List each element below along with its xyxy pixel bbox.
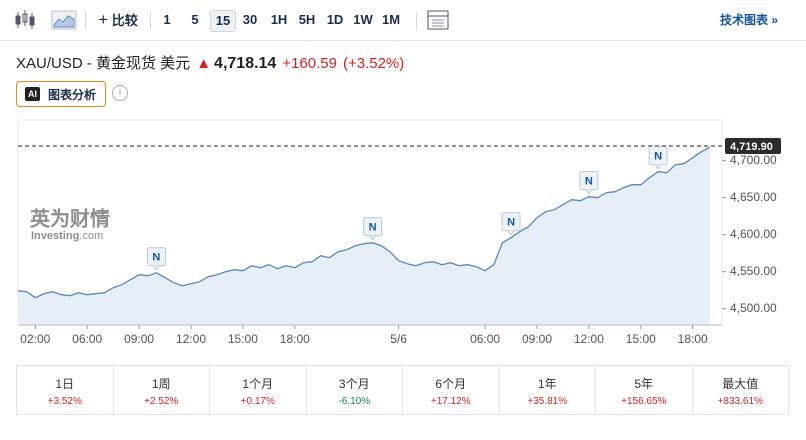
news-marker-tail <box>153 265 160 271</box>
info-icon[interactable]: i <box>112 85 128 101</box>
news-marker <box>501 212 521 232</box>
period-change: +833.61% <box>717 396 763 407</box>
period-label: 1周 <box>151 377 171 391</box>
quote-header: XAU/USD - 黄金现货 美元 ▲ 4,718.14 +160.59 (+3.52%… <box>16 52 410 73</box>
period-change: -6.10% <box>338 396 371 407</box>
interval-button[interactable]: 5H <box>298 12 316 27</box>
x-tick-label: 18:00 <box>280 332 310 346</box>
period-label: 1日 <box>55 377 75 391</box>
x-tick-label: 09:00 <box>124 332 154 346</box>
period-change: +35.81% <box>527 396 568 407</box>
news-marker-label: N <box>654 151 662 163</box>
x-tick-label: 02:00 <box>20 332 50 346</box>
news-marker-label: N <box>152 252 160 264</box>
interval-button[interactable]: 1H <box>270 12 288 27</box>
y-tick-label: 4,650.00 <box>730 190 777 204</box>
period-label: 1个月 <box>242 377 274 391</box>
price-line <box>17 146 711 299</box>
compare-button[interactable]: + 比较 <box>98 10 138 29</box>
x-tick-label: 15:00 <box>228 332 258 346</box>
y-tick-label: 4,500.00 <box>730 301 777 315</box>
ai-button-label: 图表分析 <box>48 88 97 102</box>
period-cell[interactable]: 3个月 -6.10% <box>307 366 403 414</box>
watermark-en-suffix: .com <box>79 230 103 242</box>
area-fill <box>18 147 710 325</box>
period-cell[interactable]: 1周 +2.52% <box>114 366 210 414</box>
watermark-en: Investing.com <box>31 230 103 242</box>
interval-button[interactable]: 15 <box>210 10 236 32</box>
up-arrow: ▲ <box>196 55 212 72</box>
last-price-label: 4,719.90 <box>730 141 773 153</box>
news-marker-tail <box>369 235 377 241</box>
period-label: 5年 <box>634 377 654 391</box>
compare-label: 比较 <box>111 13 138 28</box>
ai-badge: AI <box>25 87 40 101</box>
period-cell[interactable]: 5年 +156.65% <box>596 366 693 414</box>
interval-button[interactable]: 1W <box>353 12 373 27</box>
period-change: +0.17% <box>240 396 275 407</box>
news-marker-label: N <box>507 217 515 229</box>
news-marker-label: N <box>585 176 593 188</box>
period-cell[interactable]: 1日 +3.52% <box>17 366 114 414</box>
x-tick-label: 5/6 <box>390 332 407 346</box>
toolbar: + 比较 1 5 15 30 1H 5H 1D 1W 1M 技术图表 » <box>0 0 806 41</box>
y-tick-label: 4,550.00 <box>730 264 777 278</box>
calendar-icon[interactable] <box>427 10 449 30</box>
x-tick-label: 12:00 <box>176 332 206 346</box>
symbol: XAU/USD - 黄金现货 美元 <box>16 55 191 72</box>
separator <box>85 12 86 30</box>
period-change: +17.12% <box>430 396 471 407</box>
y-tick-label: 4,600.00 <box>730 227 777 241</box>
interval-button[interactable]: 30 <box>242 12 258 27</box>
period-label: 3个月 <box>338 377 370 391</box>
x-tick-label: 15:00 <box>626 332 656 346</box>
change: +160.59 <box>282 55 337 72</box>
period-cell[interactable]: 1个月 +0.17% <box>210 366 307 414</box>
period-label: 1年 <box>537 377 557 391</box>
y-tick-label: 4,700.00 <box>730 153 777 167</box>
period-label: 6个月 <box>435 377 467 391</box>
news-marker-tail <box>654 164 662 170</box>
area-icon[interactable] <box>51 10 77 30</box>
period-cell[interactable]: 1年 +35.81% <box>500 366 596 414</box>
news-marker-label: N <box>369 222 377 234</box>
period-change: +156.65% <box>621 396 667 407</box>
change-pct: (+3.52%) <box>342 55 405 72</box>
separator <box>150 12 151 30</box>
period-cell[interactable]: 最大值 +833.61% <box>693 366 789 414</box>
news-marker-tail <box>507 230 515 236</box>
interval-button[interactable]: 5 <box>191 12 199 27</box>
watermark: 英为财情 <box>30 206 110 230</box>
period-label: 最大值 <box>722 377 759 391</box>
x-tick-label: 12:00 <box>574 332 604 346</box>
interval-button[interactable]: 1D <box>326 12 344 27</box>
interval-button[interactable]: 1 <box>163 12 171 27</box>
price: 4,718.14 <box>214 55 277 72</box>
watermark-en-name: Investing <box>31 230 79 242</box>
last-price-box <box>725 137 781 154</box>
performance-table: 1日 +3.52% 1周 +2.52% 1个月 +0.17% 3个月 -6.10% 6个月 +17… <box>16 365 789 415</box>
x-tick-label: 18:00 <box>678 332 708 346</box>
technical-chart-link[interactable]: 技术图表 » <box>719 13 778 27</box>
period-change: +2.52% <box>144 396 179 407</box>
ai-analysis-button[interactable]: AI 图表分析 <box>16 81 106 107</box>
interval-button[interactable]: 1M <box>381 12 401 27</box>
period-change: +3.52% <box>47 396 82 407</box>
x-tick-label: 09:00 <box>522 332 552 346</box>
x-tick-label: 06:00 <box>470 332 500 346</box>
period-cell[interactable]: 6个月 +17.12% <box>403 366 500 414</box>
news-marker-tail <box>585 189 593 195</box>
x-tick-label: 06:00 <box>72 332 102 346</box>
candle-icon[interactable] <box>12 8 42 32</box>
separator <box>416 12 417 30</box>
